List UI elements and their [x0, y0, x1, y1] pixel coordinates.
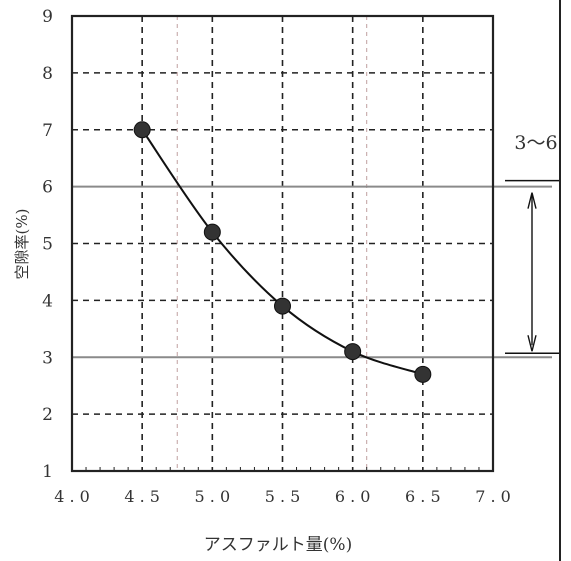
y-axis-label: 空隙率(%)	[13, 209, 31, 280]
data-point	[203, 223, 221, 241]
data-points	[133, 121, 432, 383]
y-tick-label: 8	[42, 64, 53, 84]
reference-lines	[72, 185, 552, 359]
grid	[72, 16, 493, 471]
x-tick-label: 7 . 0	[475, 487, 511, 506]
x-tick-label: 5 . 0	[195, 487, 231, 506]
x-tick-label: 6 . 5	[405, 487, 441, 506]
y-tick-label: 7	[42, 121, 53, 141]
data-point	[133, 121, 151, 139]
arrow-down-icon	[527, 335, 537, 352]
range-annotation: 3〜6	[505, 132, 560, 354]
y-tick-label: 2	[42, 405, 53, 425]
x-tick-label: 4 . 0	[54, 487, 90, 506]
x-axis-label: アスファルト量(%)	[204, 535, 352, 555]
data-point	[414, 365, 432, 383]
y-tick-label: 9	[42, 7, 53, 27]
x-axis-ticks: 4 . 0 4 . 5 5 . 0 5 . 5 6 . 0 6 . 5 7 . 0	[54, 467, 511, 506]
x-tick-label: 4 . 5	[124, 487, 160, 506]
y-axis-ticks: 1 2 3 4 5 6 7 8 9	[42, 7, 53, 482]
y-tick-label: 1	[42, 462, 53, 482]
data-point	[344, 343, 362, 361]
range-label: 3〜6	[514, 132, 557, 154]
arrow-up-icon	[527, 192, 537, 209]
x-tick-label: 5 . 5	[265, 487, 301, 506]
y-tick-label: 3	[42, 348, 53, 368]
y-tick-label: 6	[42, 178, 53, 198]
data-point	[274, 297, 291, 315]
y-tick-label: 5	[42, 235, 53, 255]
x-tick-label: 6 . 0	[335, 487, 371, 506]
y-tick-label: 4	[42, 291, 53, 311]
